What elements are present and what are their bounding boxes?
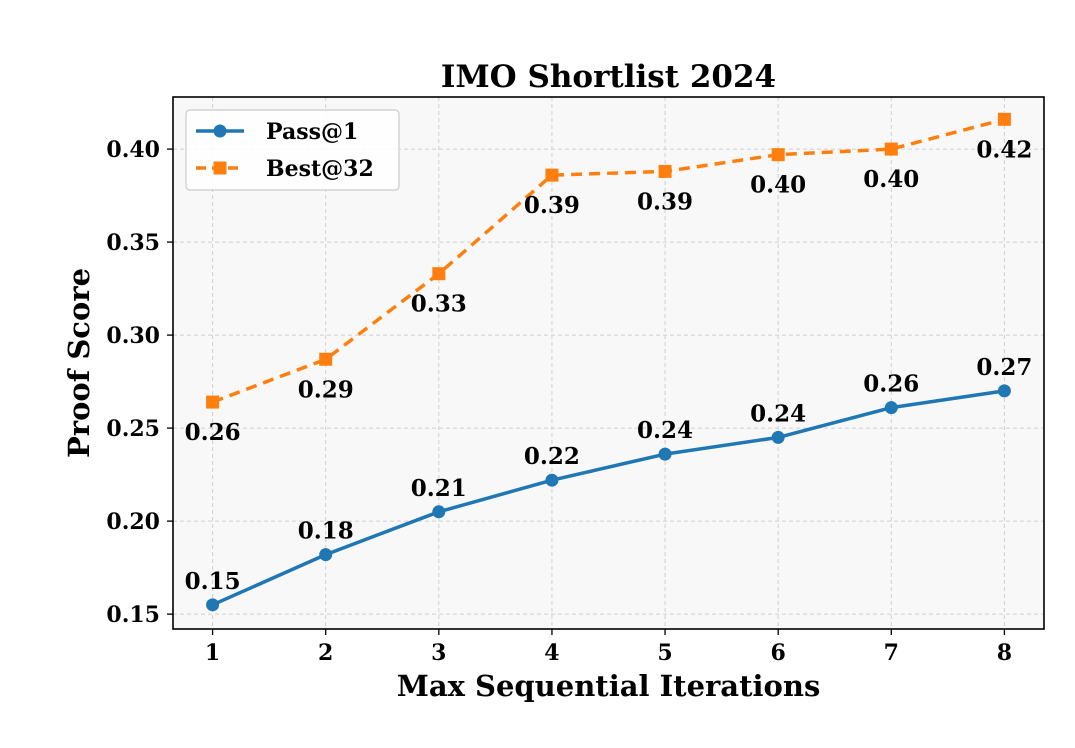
- x-tick-label: 5: [657, 640, 672, 666]
- legend-label-best32: Best@32: [266, 156, 374, 182]
- x-axis-label: Max Sequential Iterations: [397, 669, 821, 703]
- x-tick-label: 8: [997, 640, 1012, 666]
- data-point-best32: [545, 168, 559, 182]
- x-tick-label: 3: [431, 640, 446, 666]
- series-layer: [206, 112, 1011, 612]
- data-label-pass1: 0.27: [976, 354, 1032, 381]
- y-tick-label: 0.15: [106, 602, 160, 628]
- series-line-pass1: [211, 389, 1005, 607]
- legend-marker-pass1: [213, 124, 227, 138]
- data-label-best32: 0.33: [411, 291, 467, 318]
- series-line-best32: [211, 117, 1005, 404]
- y-tick-label: 0.40: [106, 137, 160, 163]
- y-tick-label: 0.25: [106, 416, 160, 442]
- data-point-pass1: [545, 473, 559, 487]
- data-label-best32: 0.40: [863, 166, 919, 193]
- chart-title: IMO Shortlist 2024: [441, 59, 776, 95]
- data-point-best32: [771, 148, 785, 162]
- data-point-best32: [884, 142, 898, 156]
- y-tick-label: 0.20: [106, 509, 160, 535]
- legend: Pass@1 Best@32: [185, 109, 400, 191]
- data-label-pass1: 0.15: [185, 568, 241, 595]
- x-tick-label: 4: [544, 640, 559, 666]
- data-label-pass1: 0.21: [411, 475, 467, 502]
- x-tick-label: 1: [205, 640, 220, 666]
- data-point-best32: [658, 164, 672, 178]
- data-point-pass1: [884, 401, 898, 415]
- grid-lines: [173, 97, 1044, 629]
- data-label-best32: 0.40: [750, 172, 806, 199]
- data-label-best32: 0.42: [976, 136, 1032, 163]
- data-label-pass1: 0.18: [298, 518, 354, 545]
- data-label-best32: 0.39: [637, 188, 693, 215]
- data-label-pass1: 0.26: [863, 371, 919, 398]
- x-tick-label: 6: [771, 640, 786, 666]
- x-tick-label: 7: [884, 640, 899, 666]
- data-labels: 0.15 0.18 0.21 0.22 0.24 0.24 0.26 0.27 0.26 0.29…: [185, 136, 1033, 594]
- x-tick-label: 2: [318, 640, 333, 666]
- data-label-best32: 0.26: [185, 419, 241, 446]
- y-axis-label: Proof Score: [62, 268, 96, 458]
- data-label-best32: 0.39: [524, 192, 580, 219]
- data-point-pass1: [206, 598, 220, 612]
- data-point-best32: [319, 352, 333, 366]
- data-label-pass1: 0.24: [637, 417, 693, 444]
- data-point-pass1: [432, 505, 446, 519]
- axes: 1 2 3 4 5 6 7 8 0.15 0.20 0.25 0.30 0.35 0.40: [106, 137, 1012, 666]
- data-label-pass1: 0.24: [750, 400, 806, 427]
- data-label-best32: 0.29: [298, 376, 354, 403]
- y-tick-label: 0.30: [106, 323, 160, 349]
- data-point-pass1: [771, 430, 785, 444]
- data-label-pass1: 0.22: [524, 443, 580, 470]
- data-point-pass1: [319, 548, 333, 562]
- data-point-best32: [206, 395, 220, 409]
- data-point-pass1: [997, 384, 1011, 398]
- legend-marker-best32: [213, 161, 227, 175]
- plot-frame: [172, 96, 1045, 630]
- y-tick-label: 0.35: [106, 230, 160, 256]
- data-point-pass1: [658, 447, 672, 461]
- data-point-best32: [432, 267, 446, 281]
- legend-label-pass1: Pass@1: [266, 119, 358, 145]
- data-point-best32: [997, 112, 1011, 126]
